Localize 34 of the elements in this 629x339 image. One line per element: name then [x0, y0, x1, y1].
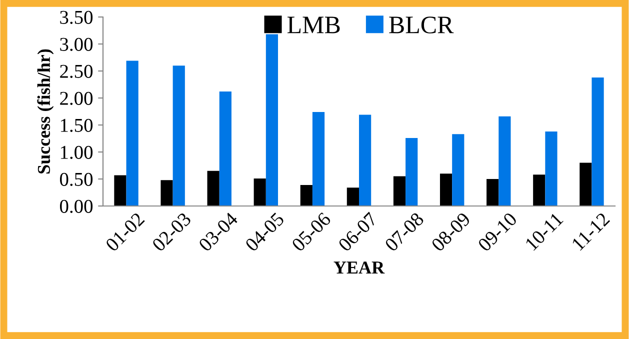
y-tick-label: 1.50	[60, 118, 93, 132]
bar	[533, 174, 546, 206]
bar	[160, 180, 173, 206]
bar	[440, 174, 452, 206]
y-tick-label: 1.00	[60, 146, 93, 160]
bar	[545, 131, 558, 206]
bar	[254, 178, 266, 206]
bar	[346, 188, 359, 206]
bar	[312, 112, 325, 206]
bar	[172, 66, 185, 206]
bar	[393, 176, 406, 206]
bar	[359, 114, 372, 206]
y-axis-title: Success (fish/hr)	[37, 49, 54, 174]
bar	[207, 170, 220, 206]
bar	[300, 184, 312, 206]
y-tick-label: 0.50	[60, 172, 93, 186]
legend-label: LMB	[287, 16, 340, 34]
y-tick-label: 3.50	[60, 10, 93, 24]
bar	[452, 134, 464, 206]
bar	[126, 60, 138, 206]
bar	[219, 92, 232, 206]
bar	[580, 162, 592, 206]
y-tick-label: 3.00	[60, 38, 93, 52]
bar	[406, 138, 418, 206]
bar	[486, 179, 499, 206]
bar	[114, 175, 126, 206]
x-axis-title: YEAR	[334, 262, 385, 274]
y-tick-label: 0.00	[60, 200, 93, 214]
y-tick-label: 2.50	[60, 64, 93, 78]
legend-label: BLCR	[389, 16, 454, 34]
bar	[266, 34, 278, 206]
bar	[592, 77, 604, 206]
bar	[498, 116, 511, 206]
y-tick-label: 2.00	[60, 92, 93, 106]
